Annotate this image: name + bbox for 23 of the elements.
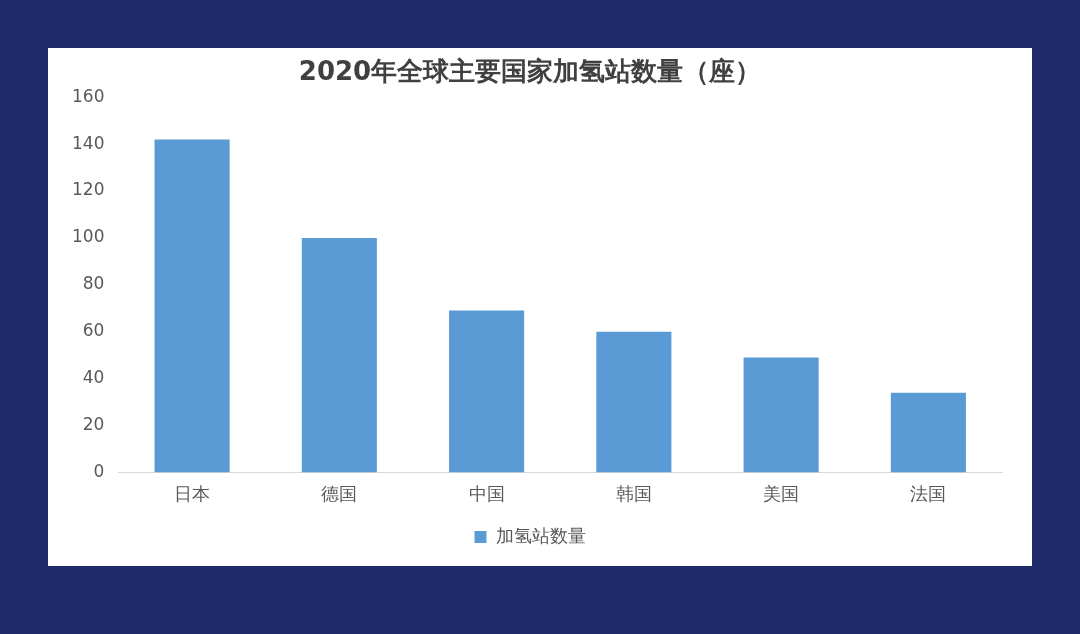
y-tick-label: 20 <box>82 413 105 434</box>
bar <box>890 392 966 473</box>
y-tick-label: 100 <box>71 226 105 247</box>
y-tick-label: 140 <box>71 132 105 153</box>
bar <box>743 357 819 473</box>
y-tick-label: 60 <box>82 320 105 341</box>
bar <box>154 139 230 473</box>
bar <box>449 310 525 473</box>
x-tick-label: 美国 <box>763 482 800 504</box>
x-tick-label: 法国 <box>910 482 947 504</box>
x-tick-label: 德国 <box>321 482 358 504</box>
y-tick-label: 120 <box>71 179 105 200</box>
legend-label: 加氢站数量 <box>495 524 586 546</box>
bar <box>301 237 377 473</box>
chart-title: 2020年全球主要国家加氢站数量（座） <box>298 56 762 87</box>
y-tick-label: 80 <box>82 273 105 294</box>
y-tick-label: 0 <box>93 460 105 481</box>
y-tick-label: 160 <box>71 85 105 106</box>
y-tick-label: 40 <box>82 367 105 388</box>
bar <box>596 331 672 473</box>
x-tick-label: 韩国 <box>615 482 652 504</box>
x-tick-label: 中国 <box>468 482 505 504</box>
x-tick-label: 日本 <box>174 482 211 504</box>
